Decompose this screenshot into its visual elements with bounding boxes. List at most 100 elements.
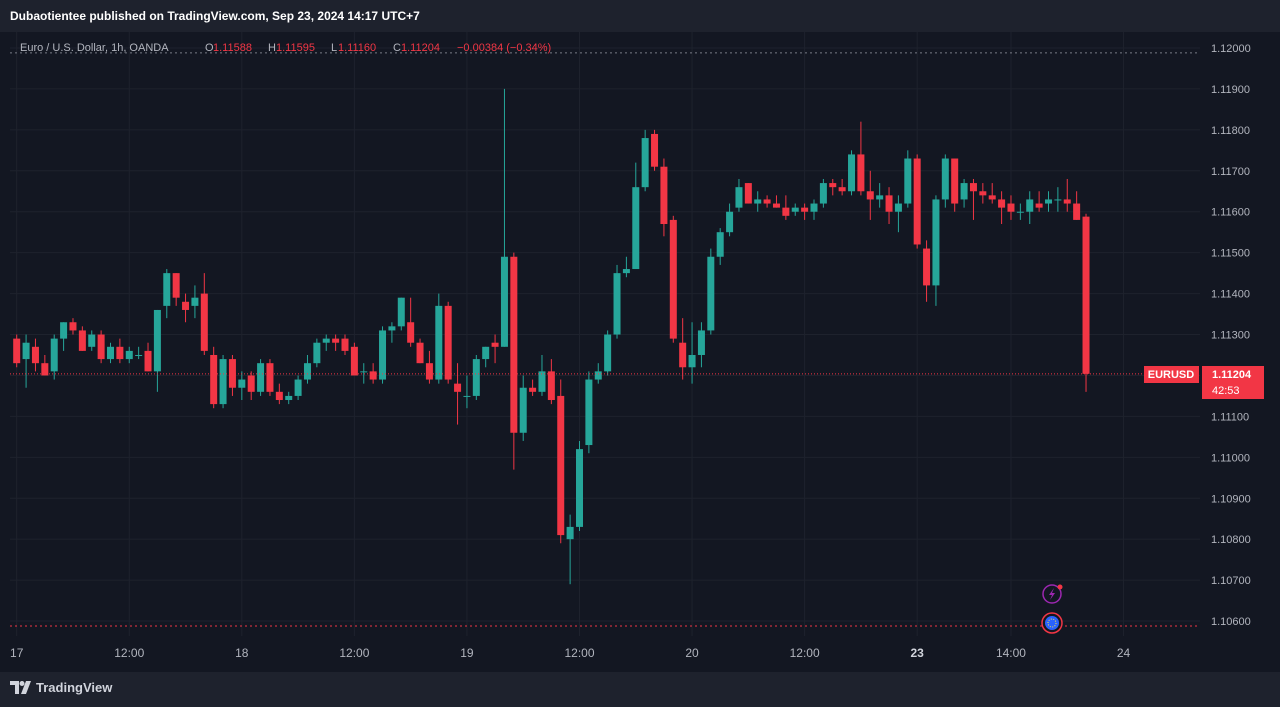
candle-down bbox=[951, 158, 959, 204]
candle-up bbox=[613, 273, 621, 335]
candle-up bbox=[257, 363, 265, 392]
plot-background bbox=[0, 32, 1280, 636]
candle-up bbox=[791, 207, 799, 212]
candle-down bbox=[144, 350, 152, 372]
candle-down bbox=[782, 207, 790, 216]
candle-down bbox=[182, 301, 190, 310]
last-price-tag-bg bbox=[1202, 366, 1264, 399]
chart-overlays bbox=[10, 52, 1200, 627]
tradingview-logo-icon bbox=[10, 680, 31, 694]
time-tick-label: 20 bbox=[685, 646, 699, 660]
candle-up bbox=[435, 305, 443, 380]
legend-close-label: C bbox=[393, 42, 401, 54]
tradingview-logo[interactable]: TradingView bbox=[10, 680, 112, 695]
symbol-tag: EURUSD bbox=[1148, 369, 1195, 381]
candle-up bbox=[153, 309, 161, 372]
time-tick-label: 12:00 bbox=[564, 646, 594, 660]
candle-down bbox=[350, 346, 358, 376]
legend-high-label: H bbox=[268, 42, 276, 54]
candle-up bbox=[538, 371, 546, 392]
price-tick-label: 1.11900 bbox=[1211, 84, 1250, 96]
candle-up bbox=[88, 334, 96, 347]
footer-bar: TradingView bbox=[0, 672, 1280, 707]
candle-up bbox=[819, 183, 827, 204]
candle-up bbox=[754, 199, 762, 204]
candle-up bbox=[285, 395, 293, 401]
legend-low-label: L bbox=[331, 42, 337, 54]
candle-up bbox=[135, 354, 143, 356]
price-tick-label: 1.10900 bbox=[1211, 493, 1251, 505]
time-tick-label: 14:00 bbox=[996, 646, 1026, 660]
candle-up bbox=[500, 256, 508, 347]
candle-up bbox=[397, 297, 405, 327]
candle-up bbox=[219, 359, 227, 405]
legend-low-value: 1.11160 bbox=[338, 42, 376, 54]
price-tick-label: 1.11300 bbox=[1211, 330, 1250, 342]
candle-down bbox=[998, 199, 1006, 208]
time-tick-label: 24 bbox=[1117, 646, 1131, 660]
event-flash-icon[interactable] bbox=[1042, 584, 1063, 604]
candle-down bbox=[1063, 199, 1071, 204]
price-tag: EURUSD 1.11204 42:53 bbox=[1144, 366, 1264, 399]
candle-up bbox=[576, 449, 583, 527]
candle-down bbox=[547, 371, 555, 401]
time-tick-label: 18 bbox=[235, 646, 249, 660]
tradingview-brand: TradingView bbox=[36, 680, 113, 695]
price-tick-label: 1.11400 bbox=[1211, 289, 1250, 301]
candle-down bbox=[651, 133, 659, 167]
candle-up bbox=[163, 273, 171, 306]
price-tick-label: 1.10700 bbox=[1211, 575, 1251, 587]
candle-up bbox=[303, 363, 311, 380]
candle-down bbox=[332, 338, 340, 343]
candle-up bbox=[388, 326, 396, 331]
price-tick-label: 1.11500 bbox=[1211, 248, 1250, 260]
candle-down bbox=[660, 166, 668, 225]
candle-up bbox=[238, 379, 246, 388]
candle-up bbox=[641, 138, 649, 188]
economic-event-flag-icon[interactable] bbox=[1041, 612, 1063, 634]
candle-up bbox=[322, 338, 330, 343]
candle-down bbox=[801, 207, 809, 212]
price-tick-label: 1.11600 bbox=[1211, 207, 1250, 219]
candle-down bbox=[172, 273, 180, 298]
candle-up bbox=[1045, 199, 1052, 204]
candle-down bbox=[913, 158, 921, 245]
candle-up bbox=[904, 158, 912, 204]
time-tick-label: 17 bbox=[10, 646, 24, 660]
candle-down bbox=[247, 375, 255, 392]
candle-up bbox=[191, 297, 199, 306]
candle-down bbox=[763, 199, 771, 204]
candle-down bbox=[1082, 216, 1090, 374]
candle-up bbox=[716, 232, 724, 257]
candle-down bbox=[97, 334, 105, 360]
candle-down bbox=[885, 195, 893, 212]
candle-up bbox=[566, 526, 574, 540]
price-chart[interactable]: 1.12000 1.11900 1.11800 1.11700 1.11600 1.115… bbox=[0, 0, 1280, 672]
candle-down bbox=[679, 342, 687, 368]
candle-down bbox=[78, 330, 86, 351]
candle-up bbox=[707, 256, 715, 331]
candle-up bbox=[1054, 199, 1062, 201]
time-axis[interactable]: 17 12:00 18 12:00 19 12:00 20 12:00 23 14:00 24 bbox=[10, 646, 1131, 660]
chart-grid bbox=[0, 32, 1280, 636]
price-tick-label: 1.11000 bbox=[1211, 452, 1250, 464]
candle-up bbox=[585, 379, 593, 446]
candle-down bbox=[416, 342, 424, 364]
candle-down bbox=[1035, 203, 1043, 208]
candle-up bbox=[604, 334, 612, 372]
candle-up bbox=[594, 371, 602, 380]
candle-up bbox=[726, 211, 734, 233]
candle-up bbox=[735, 187, 743, 208]
price-tick-label: 1.11700 bbox=[1211, 166, 1250, 178]
candle-up bbox=[697, 330, 705, 355]
candle-up bbox=[379, 330, 387, 380]
candle-down bbox=[210, 354, 218, 405]
candle-down bbox=[275, 391, 283, 401]
candle-up bbox=[1026, 199, 1034, 212]
candle-down bbox=[1073, 203, 1081, 220]
price-tick-label: 1.10600 bbox=[1211, 616, 1251, 628]
price-axis-bg bbox=[1200, 32, 1280, 636]
candle-down bbox=[669, 219, 677, 339]
candle-down bbox=[744, 183, 752, 204]
price-axis[interactable]: 1.12000 1.11900 1.11800 1.11700 1.11600 1.115… bbox=[1200, 32, 1280, 636]
